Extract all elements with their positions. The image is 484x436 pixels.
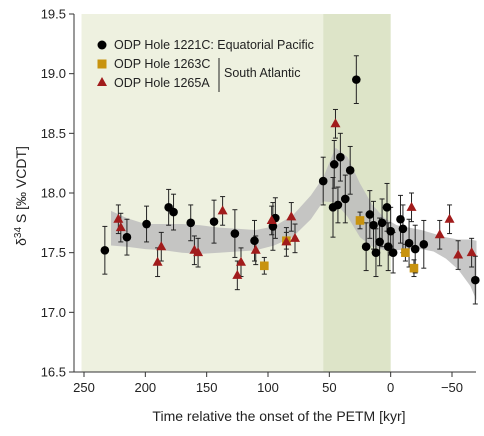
data-point-1221c	[250, 236, 259, 246]
data-point-1265a	[286, 211, 297, 221]
data-point-1265a	[113, 213, 124, 223]
y-tick-label: 19.5	[41, 7, 66, 22]
data-point-1265a	[250, 244, 261, 254]
data-point-1221c	[383, 242, 393, 251]
data-point-1221c	[398, 224, 408, 234]
data-point-1221c	[388, 248, 398, 257]
x-tick-label: 150	[196, 380, 218, 395]
data-point-1265a	[115, 222, 126, 232]
y-tick-label: 17.0	[41, 305, 66, 320]
legend-label-1263c: ODP Hole 1263C	[114, 57, 210, 71]
data-point-1221c	[396, 214, 405, 224]
data-point-1265a	[453, 249, 464, 259]
data-point-1265a	[434, 229, 445, 239]
data-point-1265a	[217, 205, 228, 215]
data-point-1265a	[152, 256, 163, 266]
data-point-1265a	[466, 247, 477, 257]
x-axis-title: Time relative the onset of the PETM [kyr…	[152, 408, 405, 424]
y-tick-label: 17.5	[41, 245, 66, 260]
y-tick-label: 16.5	[41, 365, 66, 380]
data-point-1265a	[193, 247, 204, 257]
data-point-1221c	[318, 176, 328, 186]
data-point-1221c	[419, 240, 429, 249]
legend-marker-1263c	[97, 59, 107, 69]
data-point-1221c	[329, 160, 339, 169]
legend: ODP Hole 1221C: Equatorial Pacific ODP H…	[97, 38, 314, 92]
data-point-1263c	[401, 248, 410, 257]
data-point-1265a	[444, 213, 455, 223]
data-point-1265a	[266, 214, 277, 224]
y-tick-label: 19.0	[41, 66, 66, 81]
data-point-1221c	[169, 207, 178, 217]
data-point-1221c	[471, 275, 480, 285]
x-tick-label: 250	[73, 380, 95, 395]
data-point-1265a	[236, 256, 247, 266]
data-point-1221c	[375, 237, 384, 247]
data-point-1265a	[406, 201, 417, 211]
y-axis-title-delta: δ	[13, 238, 29, 246]
data-point-1221c	[142, 219, 151, 229]
data-point-1221c	[352, 75, 361, 84]
data-point-1221c	[404, 238, 414, 248]
data-point-1221c	[386, 226, 395, 236]
data-point-1221c	[268, 222, 278, 231]
x-tick-label: 50	[322, 380, 336, 395]
data-point-1221c	[371, 248, 381, 257]
data-point-1265a	[281, 236, 292, 246]
legend-label-1265a: ODP Hole 1265A	[114, 76, 210, 90]
shaded-region-0	[81, 14, 324, 372]
legend-label-1221c: ODP Hole 1221C: Equatorial Pacific	[114, 38, 314, 52]
data-point-1263c	[355, 216, 365, 225]
legend-group-label: South Atlantic	[224, 66, 300, 80]
legend-marker-1265a	[97, 77, 107, 86]
data-points	[100, 75, 480, 285]
data-point-1265a	[232, 269, 243, 279]
data-point-1221c	[365, 210, 375, 219]
x-tick-label: −50	[441, 380, 463, 395]
data-point-1221c	[377, 218, 387, 228]
x-tick-label: 200	[134, 380, 156, 395]
y-axis-title-superscript: 34	[13, 227, 24, 239]
data-point-1221c	[382, 203, 392, 212]
y-tick-label: 18.5	[41, 126, 66, 141]
data-point-1221c	[361, 242, 371, 251]
y-axis-title: δ34 S [‰ VCDT]	[13, 146, 30, 246]
data-point-1263c	[409, 263, 419, 273]
y-tick-label: 18.0	[41, 186, 66, 201]
data-point-1263c	[260, 261, 269, 271]
axes: 250 200 150 100 50 0 −50 16.5 17.0 17.5 18.0 18.5 19…	[41, 7, 463, 396]
data-point-1221c	[186, 218, 196, 228]
data-point-1265a	[289, 232, 300, 242]
x-tick-label: 100	[257, 380, 279, 395]
data-point-1221c	[345, 166, 355, 175]
data-point-1221c	[369, 220, 378, 230]
y-axis-title-rest: S [‰ VCDT]	[13, 146, 29, 227]
data-point-1221c	[410, 244, 420, 254]
data-point-1221c	[100, 245, 110, 255]
data-point-1221c	[209, 217, 219, 226]
data-point-1265a	[330, 118, 341, 128]
data-point-1221c	[333, 200, 343, 210]
data-point-1221c	[336, 152, 345, 162]
data-point-1221c	[230, 229, 240, 238]
legend-marker-1221c	[97, 40, 107, 50]
x-tick-label: 0	[387, 380, 394, 395]
data-point-1221c	[340, 194, 350, 204]
data-point-1265a	[156, 241, 167, 251]
data-point-1221c	[122, 232, 132, 242]
